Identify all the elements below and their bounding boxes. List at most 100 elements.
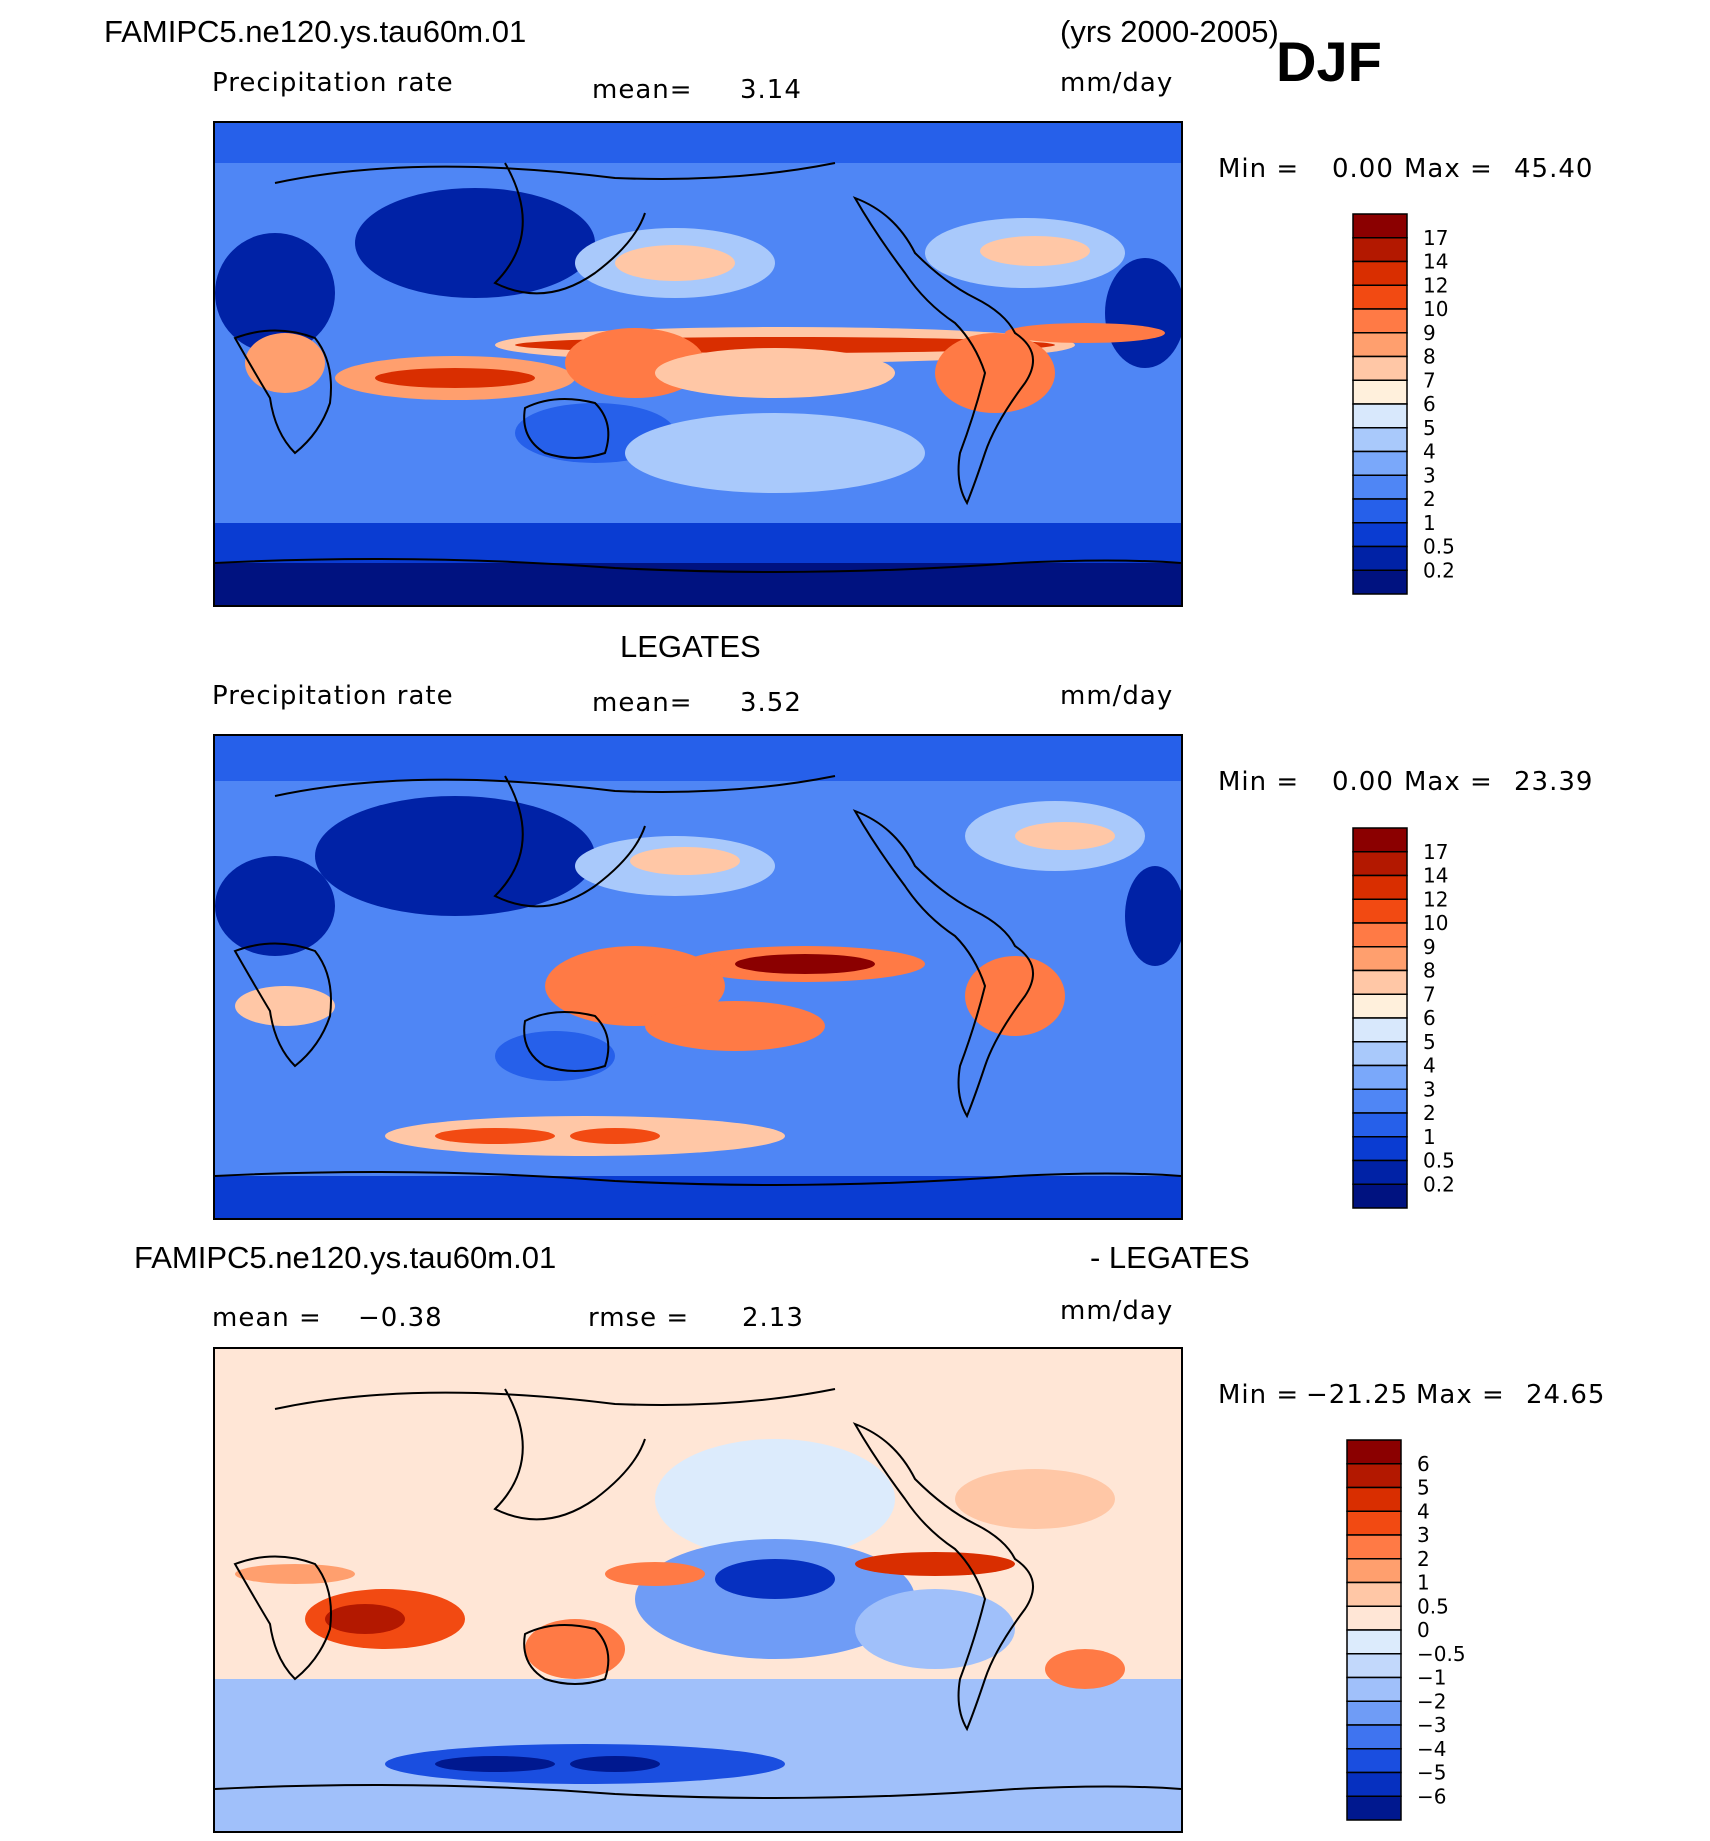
colorbar-swatch [1346, 1724, 1402, 1750]
colorbar-tick-label: 1 [1417, 1571, 1430, 1595]
colorbar-tick-label: 8 [1423, 959, 1436, 983]
map-africa-rain [245, 333, 325, 393]
colorbar-tick-label: 17 [1423, 840, 1448, 864]
colorbar-swatch [1352, 969, 1408, 995]
colorbar-swatch [1346, 1676, 1402, 1702]
panel2-max-value: 23.39 [1514, 767, 1594, 797]
colorbar-tick-label: 0.5 [1417, 1594, 1449, 1618]
colorbar-swatch [1352, 898, 1408, 924]
map-africa-rain [235, 986, 335, 1026]
panel3-min-label: Min = [1218, 1380, 1300, 1410]
map-coastline-australia [523, 398, 610, 459]
colorbar-tick-label: 3 [1423, 1077, 1436, 1101]
colorbar-swatch [1352, 379, 1408, 405]
map-atl-itcz [1005, 323, 1165, 343]
map-diff-positive [605, 1562, 705, 1586]
panel1-max-label: Max = [1404, 154, 1493, 184]
colorbar-swatch [1352, 213, 1408, 239]
colorbar-tick-label: −0.5 [1417, 1642, 1466, 1666]
colorbar-swatch [1346, 1581, 1402, 1607]
panel1-title: FAMIPC5.ne120.ys.tau60m.01 [104, 14, 527, 49]
colorbar-tick-label: −3 [1417, 1713, 1446, 1737]
map-arctic-band [215, 736, 1181, 781]
colorbar-tick-label: 2 [1417, 1547, 1430, 1571]
panel2-map-svg [215, 736, 1181, 1218]
colorbar-tick-label: 9 [1423, 321, 1436, 345]
panel1-mean-label: mean= [592, 75, 693, 105]
colorbar-swatch [1352, 1183, 1408, 1209]
colorbar-swatch [1352, 1088, 1408, 1114]
colorbar-tick-label: −4 [1417, 1737, 1446, 1761]
colorbar-tick-label: 17 [1423, 226, 1448, 250]
colorbar-swatch [1352, 427, 1408, 453]
colorbar-tick-label: 0.2 [1423, 1172, 1455, 1196]
map-coastline-eurasia [274, 1388, 836, 1521]
panel1-units: mm/day [1060, 68, 1174, 98]
colorbar-tick-label: 3 [1423, 463, 1436, 487]
colorbar-swatch [1352, 874, 1408, 900]
colorbar-swatch [1352, 403, 1408, 429]
panel2-units: mm/day [1060, 681, 1174, 711]
colorbar-tick-label: 10 [1423, 297, 1448, 321]
panel1-variable: Precipitation rate [212, 68, 454, 98]
colorbar-swatch [1352, 946, 1408, 972]
map-antarctic [215, 563, 1181, 605]
panel3-rmse-value: 2.13 [742, 1303, 804, 1333]
colorbar-swatch [1352, 355, 1408, 381]
map-southern-ocean [570, 1128, 660, 1144]
colorbar-tick-label: 9 [1423, 935, 1436, 959]
colorbar-tick-label: 12 [1423, 273, 1448, 297]
map-arctic-band [215, 123, 1181, 163]
map-coastline-antarctica [215, 1171, 1181, 1186]
map-itcz [735, 954, 875, 974]
colorbar-swatch [1346, 1771, 1402, 1797]
map-southern-ocean [435, 1756, 555, 1772]
colorbar-tick-label: 4 [1423, 440, 1436, 464]
colorbar-tick-label: 14 [1423, 864, 1448, 888]
map-amazon [935, 333, 1055, 413]
colorbar-tick-label: −1 [1417, 1666, 1446, 1690]
map-rain-band [375, 368, 535, 388]
map-coastline-africa [233, 329, 332, 455]
colorbar-swatch [1346, 1795, 1402, 1821]
map-diff-positive [325, 1604, 405, 1634]
season-label: DJF [1276, 30, 1382, 93]
colorbar-swatch [1352, 260, 1408, 286]
panel2-mean-label: mean= [592, 688, 693, 718]
panel2-map [213, 734, 1183, 1220]
colorbar-swatch [1352, 1017, 1408, 1043]
colorbar-swatch [1352, 284, 1408, 310]
panel1-max-value: 45.40 [1514, 154, 1594, 184]
map-coastline-antarctica [215, 558, 1181, 573]
colorbar-swatch [1352, 450, 1408, 476]
map-diff-region [655, 1439, 895, 1559]
panel3-min-value: −21.25 [1306, 1380, 1409, 1410]
colorbar-swatch [1352, 922, 1408, 948]
map-coastline-americas [852, 809, 1034, 1119]
colorbar-tick-label: 1 [1423, 1125, 1436, 1149]
map-coastline-eurasia [274, 775, 836, 908]
colorbar-swatch [1346, 1700, 1402, 1726]
colorbar-tick-label: 3 [1417, 1523, 1430, 1547]
map-storm-track [1015, 822, 1115, 850]
map-storm-track [625, 413, 925, 493]
map-antarctic [215, 1176, 1181, 1218]
panel1-colorbar: 17 14 12 10 9 8 7 6 5 4 3 2 1 0.5 0.2 [1352, 213, 1502, 598]
map-coastline-africa [233, 942, 332, 1068]
map-spcz [645, 1001, 825, 1051]
colorbar-tick-label: 5 [1417, 1476, 1430, 1500]
panel3-max-value: 24.65 [1526, 1380, 1606, 1410]
panel3-colorbar: 6 5 4 3 2 1 0.5 0 −0.5 −1 −2 −3 −4 −5 −6 [1346, 1439, 1496, 1824]
colorbar-swatch [1352, 474, 1408, 500]
panel3-max-label: Max = [1416, 1380, 1505, 1410]
panel2-min-value: 0.00 [1332, 767, 1394, 797]
colorbar-swatch [1352, 1159, 1408, 1185]
colorbar-tick-label: −6 [1417, 1784, 1446, 1808]
colorbar-tick-label: −5 [1417, 1761, 1446, 1785]
colorbar-tick-label: −2 [1417, 1689, 1446, 1713]
colorbar-swatch [1352, 332, 1408, 358]
map-diff-negative [715, 1559, 835, 1599]
colorbar-swatch [1352, 569, 1408, 595]
colorbar-swatch [1352, 237, 1408, 263]
